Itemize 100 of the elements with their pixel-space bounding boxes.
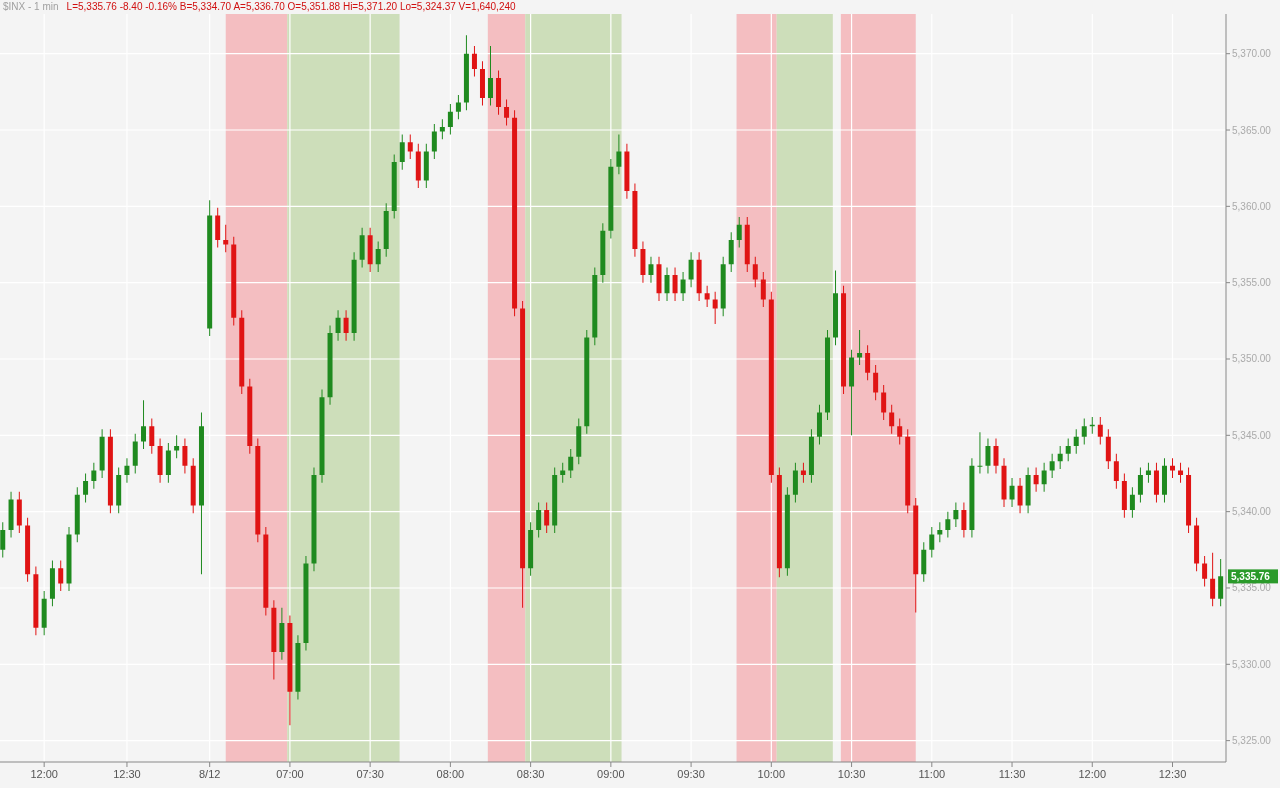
candlestick [1161,458,1167,503]
candlestick [255,438,261,543]
candlestick [632,183,638,257]
candlestick [33,566,39,636]
x-tick-label: 07:30 [356,768,384,780]
candlestick [407,134,413,160]
candlestick [1105,429,1111,469]
candlestick [824,329,830,421]
candlestick [367,227,373,272]
candlestick [945,511,951,538]
candlestick [1033,467,1039,492]
candlestick [383,203,389,257]
candlestick [391,154,397,219]
candlestick [182,438,188,474]
candlestick [25,517,31,582]
candlestick [833,270,839,346]
candlestick [141,400,147,450]
candlestick [447,104,453,135]
candlestick [1153,462,1159,503]
candlestick [897,418,903,445]
candlestick [616,134,622,175]
x-tick-label: 09:30 [677,768,705,780]
candlestick [921,542,927,582]
candlestick [83,473,89,503]
candlestick [463,35,469,111]
candlestick [49,560,55,607]
candlestick [664,267,670,301]
candlestick [760,271,766,308]
candlestick [937,522,943,543]
candlestick [560,462,566,483]
text: L=5,335.76 -8.40 -0.16% B=5,334.70 A=5,336.70 O=5,351.88 Hi=5,371.20 Lo=5,324.37 V=1,640,240 [66,1,517,12]
candlestick [993,438,999,474]
candlestick [247,378,253,454]
candlestick [279,607,285,660]
candlestick [399,134,405,170]
candlestick [359,227,365,268]
candlestick [149,418,155,454]
candlestick [552,467,558,534]
candlestick [41,591,47,636]
candlestick [961,502,967,538]
x-tick-label: 11:30 [998,768,1026,780]
candlestick [455,94,461,120]
candlestick [985,438,991,474]
candlestick [1009,478,1015,508]
candlestick [720,256,726,317]
candlestick [792,462,798,503]
candlestick [1202,555,1208,587]
candlestick [576,418,582,465]
y-tick-label: 5,340.00 [1232,506,1272,518]
candlestick [1097,417,1103,445]
candlestick [728,232,734,272]
y-tick-label: 5,335.00 [1232,582,1272,594]
candlestick [1065,438,1071,462]
candlestick [124,458,130,483]
candlestick [841,285,847,395]
candlestick [423,143,429,189]
candlestick [873,365,879,401]
candlestick [1025,467,1031,514]
candlestick [343,310,349,341]
candlestick [568,449,574,479]
candlestick [1194,517,1200,572]
candlestick [913,497,919,613]
candlestick [99,429,105,479]
candlestick [157,438,163,483]
candlestick [512,110,518,317]
candlestick [231,236,237,326]
candlestick [752,256,758,288]
y-tick-label: 5,365.00 [1232,124,1272,136]
candlestick [327,325,333,405]
x-tick-label: 10:00 [757,768,786,780]
y-tick-label: 5,330.00 [1232,658,1272,670]
candlestick [648,256,654,283]
candlestick [744,217,750,272]
candlestick [263,526,269,616]
candlestick [808,429,814,483]
x-tick-label: 12:30 [113,768,141,780]
candlestick [190,458,196,514]
candlestick [624,143,630,199]
candlestick [335,310,341,341]
x-tick-label: 8/12 [198,768,221,780]
y-tick-label: 5,345.00 [1232,429,1272,441]
candlestick [977,432,983,474]
candlestick [1170,458,1176,479]
y-tick-label: 5,370.00 [1232,48,1272,60]
candlestick [1081,418,1087,445]
candlestick [471,46,477,77]
candlestick [198,412,204,575]
candlestick [116,467,122,514]
candlestick [528,522,534,576]
candlestick [1186,467,1192,534]
candlestick [1073,429,1079,454]
candlestick [496,70,502,115]
candlestick [592,267,598,346]
candlestick [800,462,806,483]
candlestick [479,61,485,106]
candlestick [1089,417,1095,434]
candlestick [704,285,710,308]
candlestick [165,442,171,483]
candlestick [600,223,606,283]
candlestick [1041,462,1047,492]
